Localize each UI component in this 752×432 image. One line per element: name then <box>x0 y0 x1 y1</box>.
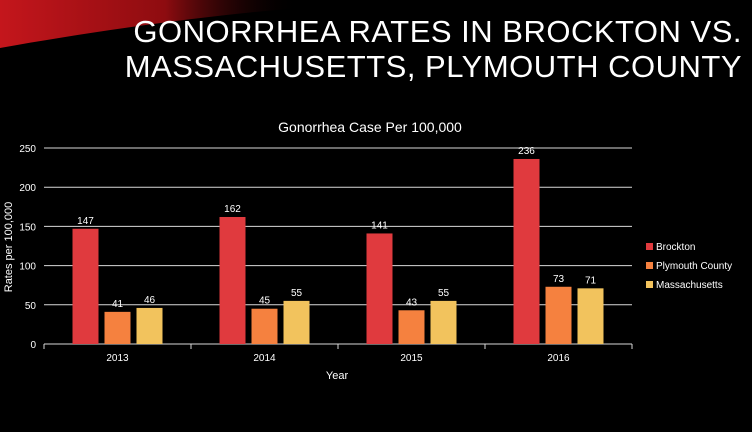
y-tick-label: 100 <box>19 262 36 273</box>
y-tick-label: 250 <box>19 144 36 155</box>
legend-label: Massachusetts <box>656 280 723 291</box>
data-label: 236 <box>518 146 535 157</box>
legend-swatch <box>646 243 653 250</box>
data-label: 45 <box>259 296 271 307</box>
y-tick-label: 150 <box>19 222 36 233</box>
legend-label: Plymouth County <box>656 261 732 272</box>
bars <box>72 158 604 344</box>
legend-swatch <box>646 281 653 288</box>
bar-plymouth-county-2014 <box>251 308 278 344</box>
data-label: 55 <box>291 288 303 299</box>
y-tick-label: 50 <box>25 301 37 312</box>
bar-plymouth-county-2016 <box>545 286 572 344</box>
bar-brockton-2016 <box>513 158 540 344</box>
x-tick-label: 2013 <box>106 353 129 364</box>
legend: Brockton Plymouth County Massachusetts <box>646 242 732 291</box>
y-axis-label: Rates per 100,000 <box>3 202 15 293</box>
data-label: 73 <box>553 274 565 285</box>
bar-plymouth-county-2015 <box>398 310 425 344</box>
data-labels: 147 41 46 162 45 55 141 43 55 236 73 71 <box>77 146 596 310</box>
bar-massachusetts-2013 <box>136 307 163 344</box>
x-axis-label: Year <box>326 370 349 382</box>
y-tick-label: 0 <box>30 340 36 351</box>
x-tick-label: 2016 <box>547 353 570 364</box>
bar-massachusetts-2016 <box>577 288 604 344</box>
legend-swatch <box>646 262 653 269</box>
slide-title-line-1: Gonorrhea Rates in Brockton vs. <box>133 14 742 49</box>
red-accent-swoosh <box>0 0 300 48</box>
x-tick-label: 2015 <box>400 353 423 364</box>
bar-massachusetts-2015 <box>430 300 457 344</box>
bar-brockton-2013 <box>72 228 99 344</box>
bar-brockton-2014 <box>219 216 246 344</box>
data-label: 46 <box>144 295 156 306</box>
bar-massachusetts-2014 <box>283 300 310 344</box>
data-label: 71 <box>585 275 597 286</box>
chart-title: Gonorrhea Case Per 100,000 <box>278 119 462 135</box>
data-label: 43 <box>406 297 418 308</box>
x-tick-labels: 2013 2014 2015 2016 <box>106 353 570 364</box>
x-tick-label: 2014 <box>253 353 276 364</box>
bar-brockton-2015 <box>366 233 393 344</box>
data-label: 162 <box>224 204 241 215</box>
slide-title-line-2: Massachusetts, Plymouth County <box>124 49 742 84</box>
data-label: 147 <box>77 216 94 227</box>
data-label: 141 <box>371 220 388 231</box>
legend-label: Brockton <box>656 242 695 253</box>
y-tick-label: 200 <box>19 183 36 194</box>
bar-plymouth-county-2013 <box>104 311 131 344</box>
slide-title: Gonorrhea Rates in Brockton vs. Massachu… <box>122 14 742 84</box>
data-label: 41 <box>112 299 124 310</box>
data-label: 55 <box>438 288 450 299</box>
